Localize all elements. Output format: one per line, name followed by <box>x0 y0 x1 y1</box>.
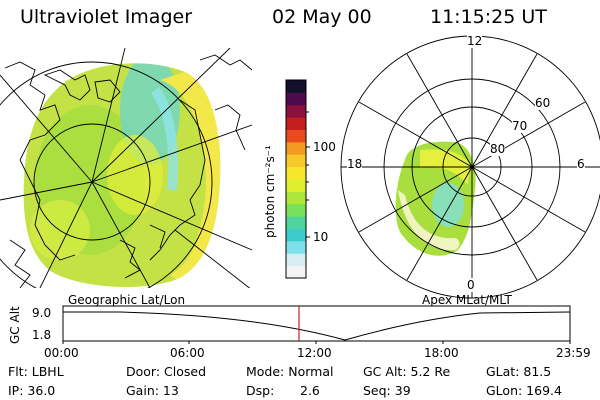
colorbar-segment <box>286 191 306 205</box>
altitude-curve <box>63 311 571 341</box>
filter-info: Flt: LBHL <box>8 364 64 379</box>
ip-info: IP: 36.0 <box>8 383 56 398</box>
seq-info: Seq: 39 <box>363 383 411 398</box>
colorbar-tick-100: 100 <box>313 140 336 154</box>
colorbar-segment <box>286 129 306 143</box>
lat-circle-inner <box>33 123 151 241</box>
mlt-label-12: 12 <box>467 34 483 48</box>
colorbar-segment <box>286 203 306 217</box>
mlat-label-70: 70 <box>512 119 528 133</box>
mode-info: Mode: Normal <box>246 364 334 379</box>
time-label: 11:15:25 UT <box>430 6 547 28</box>
geographic-caption: Geographic Lat/Lon <box>68 293 186 307</box>
colorbar-segment <box>286 228 306 242</box>
glat-info: GLat: 81.5 <box>486 364 552 379</box>
mlat-label-60: 60 <box>535 96 551 110</box>
dsp-label: Dsp: <box>246 383 275 398</box>
instrument-title: Ultraviolet Imager <box>20 6 193 28</box>
colorbar-segment <box>286 80 306 93</box>
time-tick: 06:00 <box>170 346 205 360</box>
time-tick: 23:59 <box>556 346 591 360</box>
colorbar-segment <box>286 166 306 180</box>
colorbar-segment <box>286 265 306 279</box>
colorbar-segment <box>286 179 306 192</box>
time-tick: 12:00 <box>297 346 332 360</box>
altitude-y-max: 9.0 <box>32 306 52 320</box>
colorbar-segment <box>286 117 306 130</box>
mlt-label-0: 0 <box>467 278 475 292</box>
altitude-axis-label: GC Alt <box>8 306 22 344</box>
colorbar-segment <box>286 240 306 254</box>
gc-alt-info: GC Alt: 5.2 Re <box>363 364 451 379</box>
door-info: Door: Closed <box>126 364 207 379</box>
colorbar-segment <box>286 104 306 118</box>
lat-circle-outer <box>0 61 213 288</box>
colorbar-segment <box>286 92 306 106</box>
colorbar-segment <box>286 216 306 229</box>
mlt-label-18: 18 <box>347 157 363 171</box>
glon-info: GLon: 169.4 <box>486 383 562 398</box>
mlat-label-80: 80 <box>490 142 506 156</box>
colorbar-segment <box>286 141 306 155</box>
time-tick: 00:00 <box>44 346 79 360</box>
date-label: 02 May 00 <box>272 6 372 28</box>
altitude-y-min: 1.8 <box>32 328 52 342</box>
dsp-value: 2.6 <box>300 383 320 398</box>
colorbar-segment <box>286 253 306 267</box>
mlt-label-6: 6 <box>577 157 585 171</box>
colorbar-tick-10: 10 <box>313 230 329 244</box>
time-tick: 18:00 <box>424 346 459 360</box>
gain-info: Gain: 13 <box>126 383 179 398</box>
apex-caption: Apex MLat/MLT <box>422 293 512 307</box>
colorbar-segment <box>286 154 306 168</box>
